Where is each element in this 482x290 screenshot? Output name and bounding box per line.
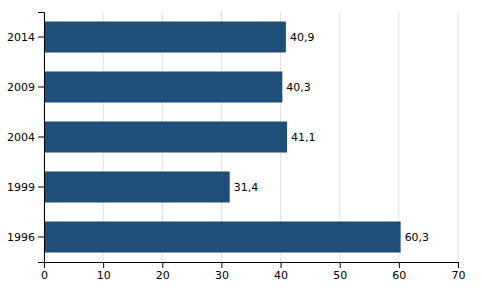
grid [44,12,458,262]
tick-label: 1996 [7,231,35,244]
axis-line [38,13,45,263]
value-axis: 0 10 20 30 40 50 60 70 [41,262,466,282]
data-label: 31,4 [234,181,258,194]
tick: 0 [41,262,48,282]
tick-mark [458,262,459,268]
bar [44,222,401,253]
tick: 50 [333,262,347,282]
tick-mark [221,262,222,268]
tick-label: 20 [156,269,170,282]
axis-line [45,263,459,269]
category-axis: 2014 2009 2004 1999 1996 [7,13,45,263]
tick-mark [103,262,104,268]
tick-label: 1999 [7,181,35,194]
grid-line [458,12,459,262]
tick: 1999 [7,181,44,194]
tick-label: 30 [215,269,229,282]
bars [44,22,401,253]
chart: 0102030405060702014200920041999199640,94… [0,0,482,290]
data-label: 40,3 [286,81,311,94]
tick: 20 [156,262,170,282]
tick: 2004 [7,131,44,144]
tick-mark [38,137,44,138]
tick-label: 2009 [7,81,35,94]
tick: 30 [215,262,229,282]
bar [44,172,230,203]
tick: 2009 [7,81,44,94]
tick-mark [38,187,44,188]
tick-label: 0 [41,269,48,282]
tick-label: 2004 [7,131,35,144]
bar [44,22,286,53]
tick-mark [162,262,163,268]
tick: 10 [97,262,111,282]
data-label: 40,9 [290,31,315,44]
tick-label: 60 [392,269,406,282]
tick: 1996 [7,231,44,244]
tick: 40 [274,262,288,282]
bar [44,122,287,153]
tick-mark [38,237,44,238]
bar [44,72,282,103]
data-labels: 40,9 40,3 41,1 31,4 60,3 [234,31,429,244]
tick-mark [399,262,400,268]
tick-label: 70 [452,269,466,282]
data-label: 60,3 [405,231,430,244]
tick-mark [38,37,44,38]
plot: 0102030405060702014200920041999199640,94… [7,12,466,282]
tick-label: 50 [333,269,347,282]
tick-mark [281,262,282,268]
tick: 2014 [7,31,44,44]
tick-mark [38,87,44,88]
tick: 70 [452,262,466,282]
data-label: 41,1 [291,131,316,144]
tick-mark [340,262,341,268]
tick-label: 40 [274,269,288,282]
tick: 60 [392,262,406,282]
chart-container: 0102030405060702014200920041999199640,94… [0,0,482,290]
tick-label: 2014 [7,31,35,44]
tick-label: 10 [97,269,111,282]
